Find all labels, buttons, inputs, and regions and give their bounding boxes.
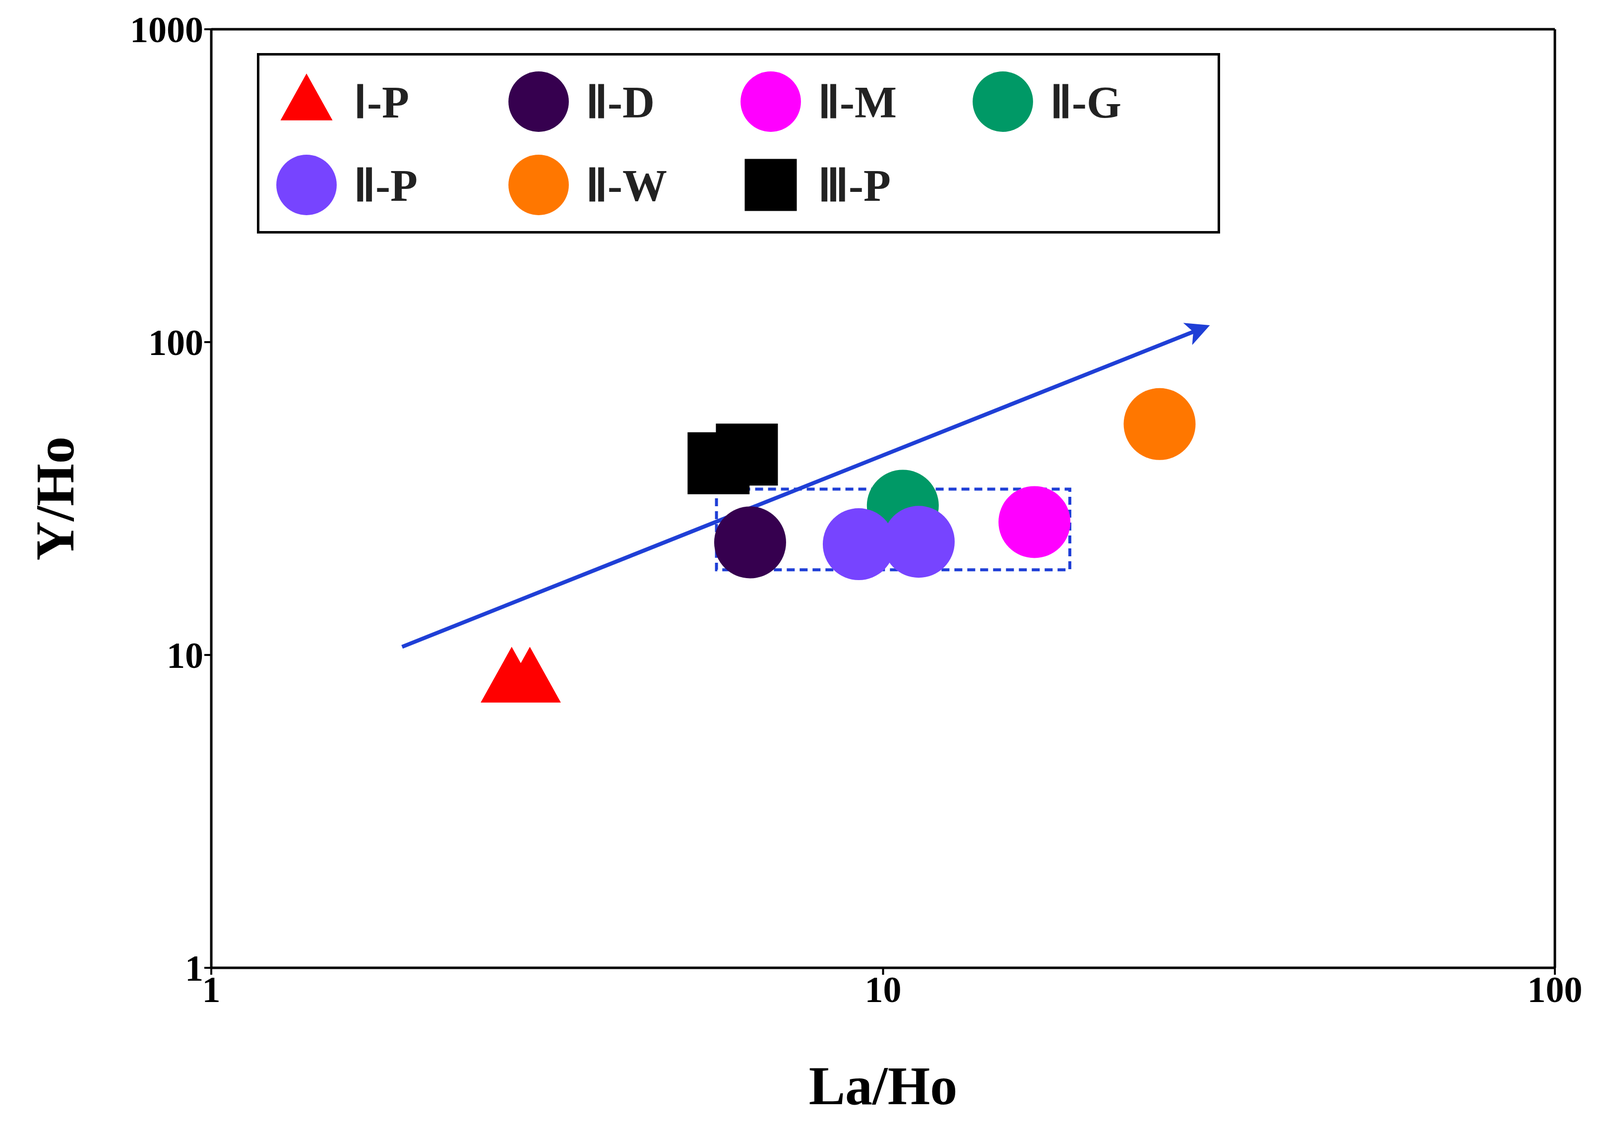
html-text:Ⅱ-D: Ⅱ-D bbox=[585, 77, 655, 127]
html-text:Ⅱ-M: Ⅱ-M bbox=[817, 77, 897, 127]
html-text:Ⅱ-W: Ⅱ-W bbox=[585, 160, 668, 211]
html-text:Ⅰ-P: Ⅰ-P bbox=[353, 77, 410, 127]
svg-text:La/Ho: La/Ho bbox=[808, 1055, 958, 1115]
html-text:Ⅱ-P: Ⅱ-P bbox=[353, 160, 418, 211]
html-text:Ⅱ-G: Ⅱ-G bbox=[1049, 77, 1122, 127]
svg-text:1: 1 bbox=[184, 948, 204, 989]
svg-text:1: 1 bbox=[202, 969, 221, 1011]
svg-text:10: 10 bbox=[864, 969, 902, 1011]
svg-text:100: 100 bbox=[148, 322, 204, 364]
html-text:Ⅲ-P: Ⅲ-P bbox=[817, 160, 891, 211]
svg-text:1000: 1000 bbox=[129, 9, 204, 51]
svg-text:10: 10 bbox=[166, 635, 204, 677]
svg-text:Y/Ho: Y/Ho bbox=[24, 436, 86, 561]
svg-text:100: 100 bbox=[1527, 969, 1583, 1011]
